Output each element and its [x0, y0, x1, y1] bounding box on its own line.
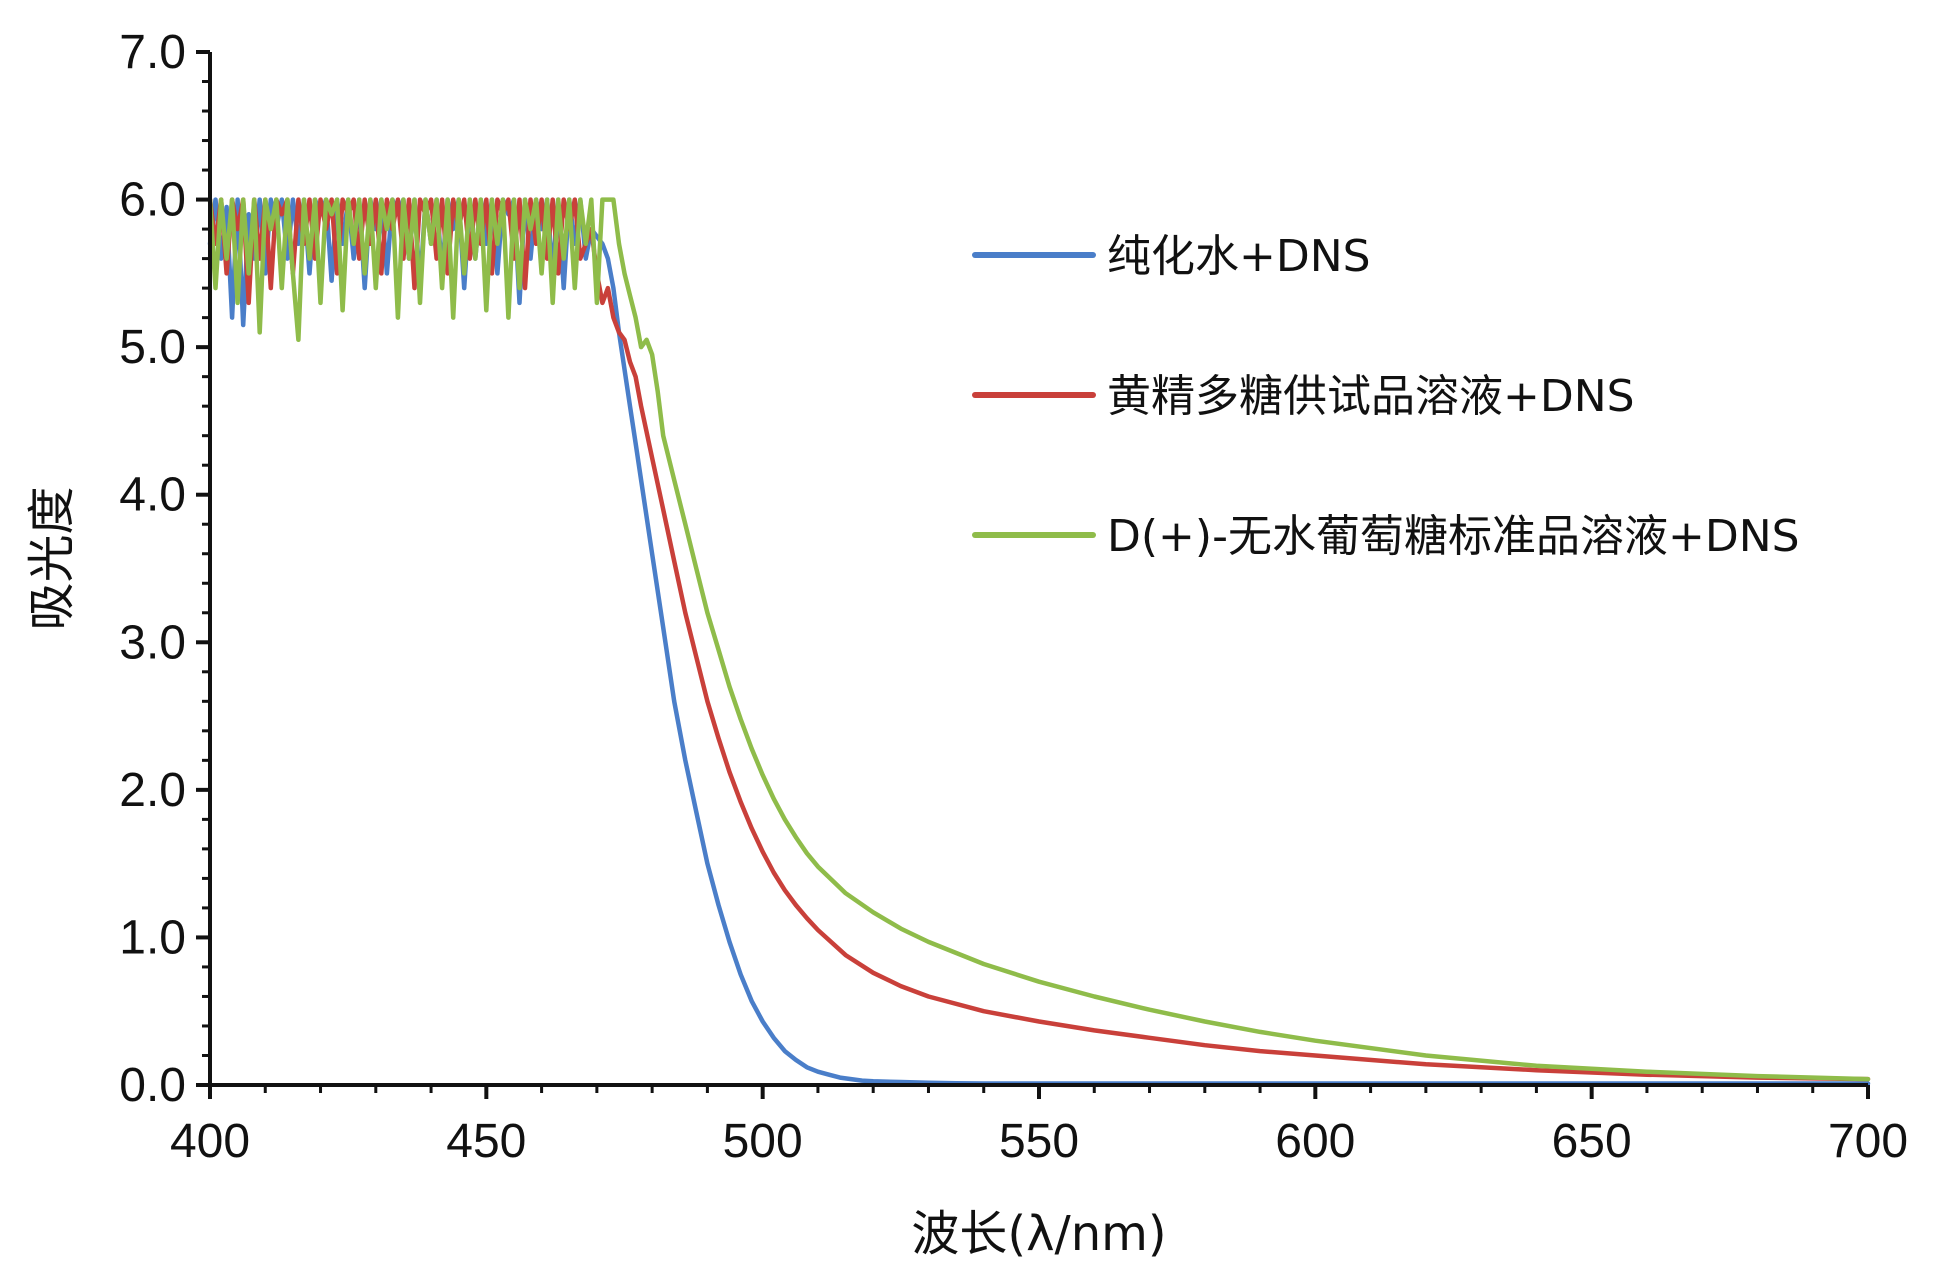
legend: 纯化水+DNS 黄精多糖供试品溶液+DNS D(+)-无水葡萄糖标准品溶液+DNS [972, 231, 1800, 562]
x-tick-label: 600 [1275, 1115, 1355, 1168]
y-tick-label: 3.0 [119, 616, 186, 669]
legend-label-3: D(+)-无水葡萄糖标准品溶液+DNS [1107, 511, 1800, 562]
series-layer [207, 197, 1871, 1086]
y-tick-label: 7.0 [119, 26, 186, 79]
x-tick-label: 650 [1552, 1115, 1632, 1168]
ticks-layer: 0.0 1.0 2.0 3.0 4.0 5.0 6.0 7.0 400 450 500 550 600 6… [119, 26, 1908, 1168]
y-tick-label: 2.0 [119, 764, 186, 817]
x-tick-label: 550 [999, 1115, 1079, 1168]
x-axis-title: 波长(λ/nm) [911, 1206, 1166, 1262]
y-tick-label: 5.0 [119, 321, 186, 374]
y-tick-label: 1.0 [119, 911, 186, 964]
legend-label-2: 黄精多糖供试品溶液+DNS [1107, 371, 1635, 422]
series-line-3 [207, 197, 1871, 1082]
y-tick-label: 0.0 [119, 1059, 186, 1112]
legend-label-1: 纯化水+DNS [1107, 231, 1371, 282]
y-tick-label: 4.0 [119, 469, 186, 522]
x-tick-label: 500 [723, 1115, 803, 1168]
x-tick-label: 700 [1828, 1115, 1908, 1168]
x-tick-label: 450 [446, 1115, 526, 1168]
y-axis-title: 吸光度 [24, 486, 80, 630]
y-tick-label: 6.0 [119, 174, 186, 227]
x-tick-label: 400 [170, 1115, 250, 1168]
